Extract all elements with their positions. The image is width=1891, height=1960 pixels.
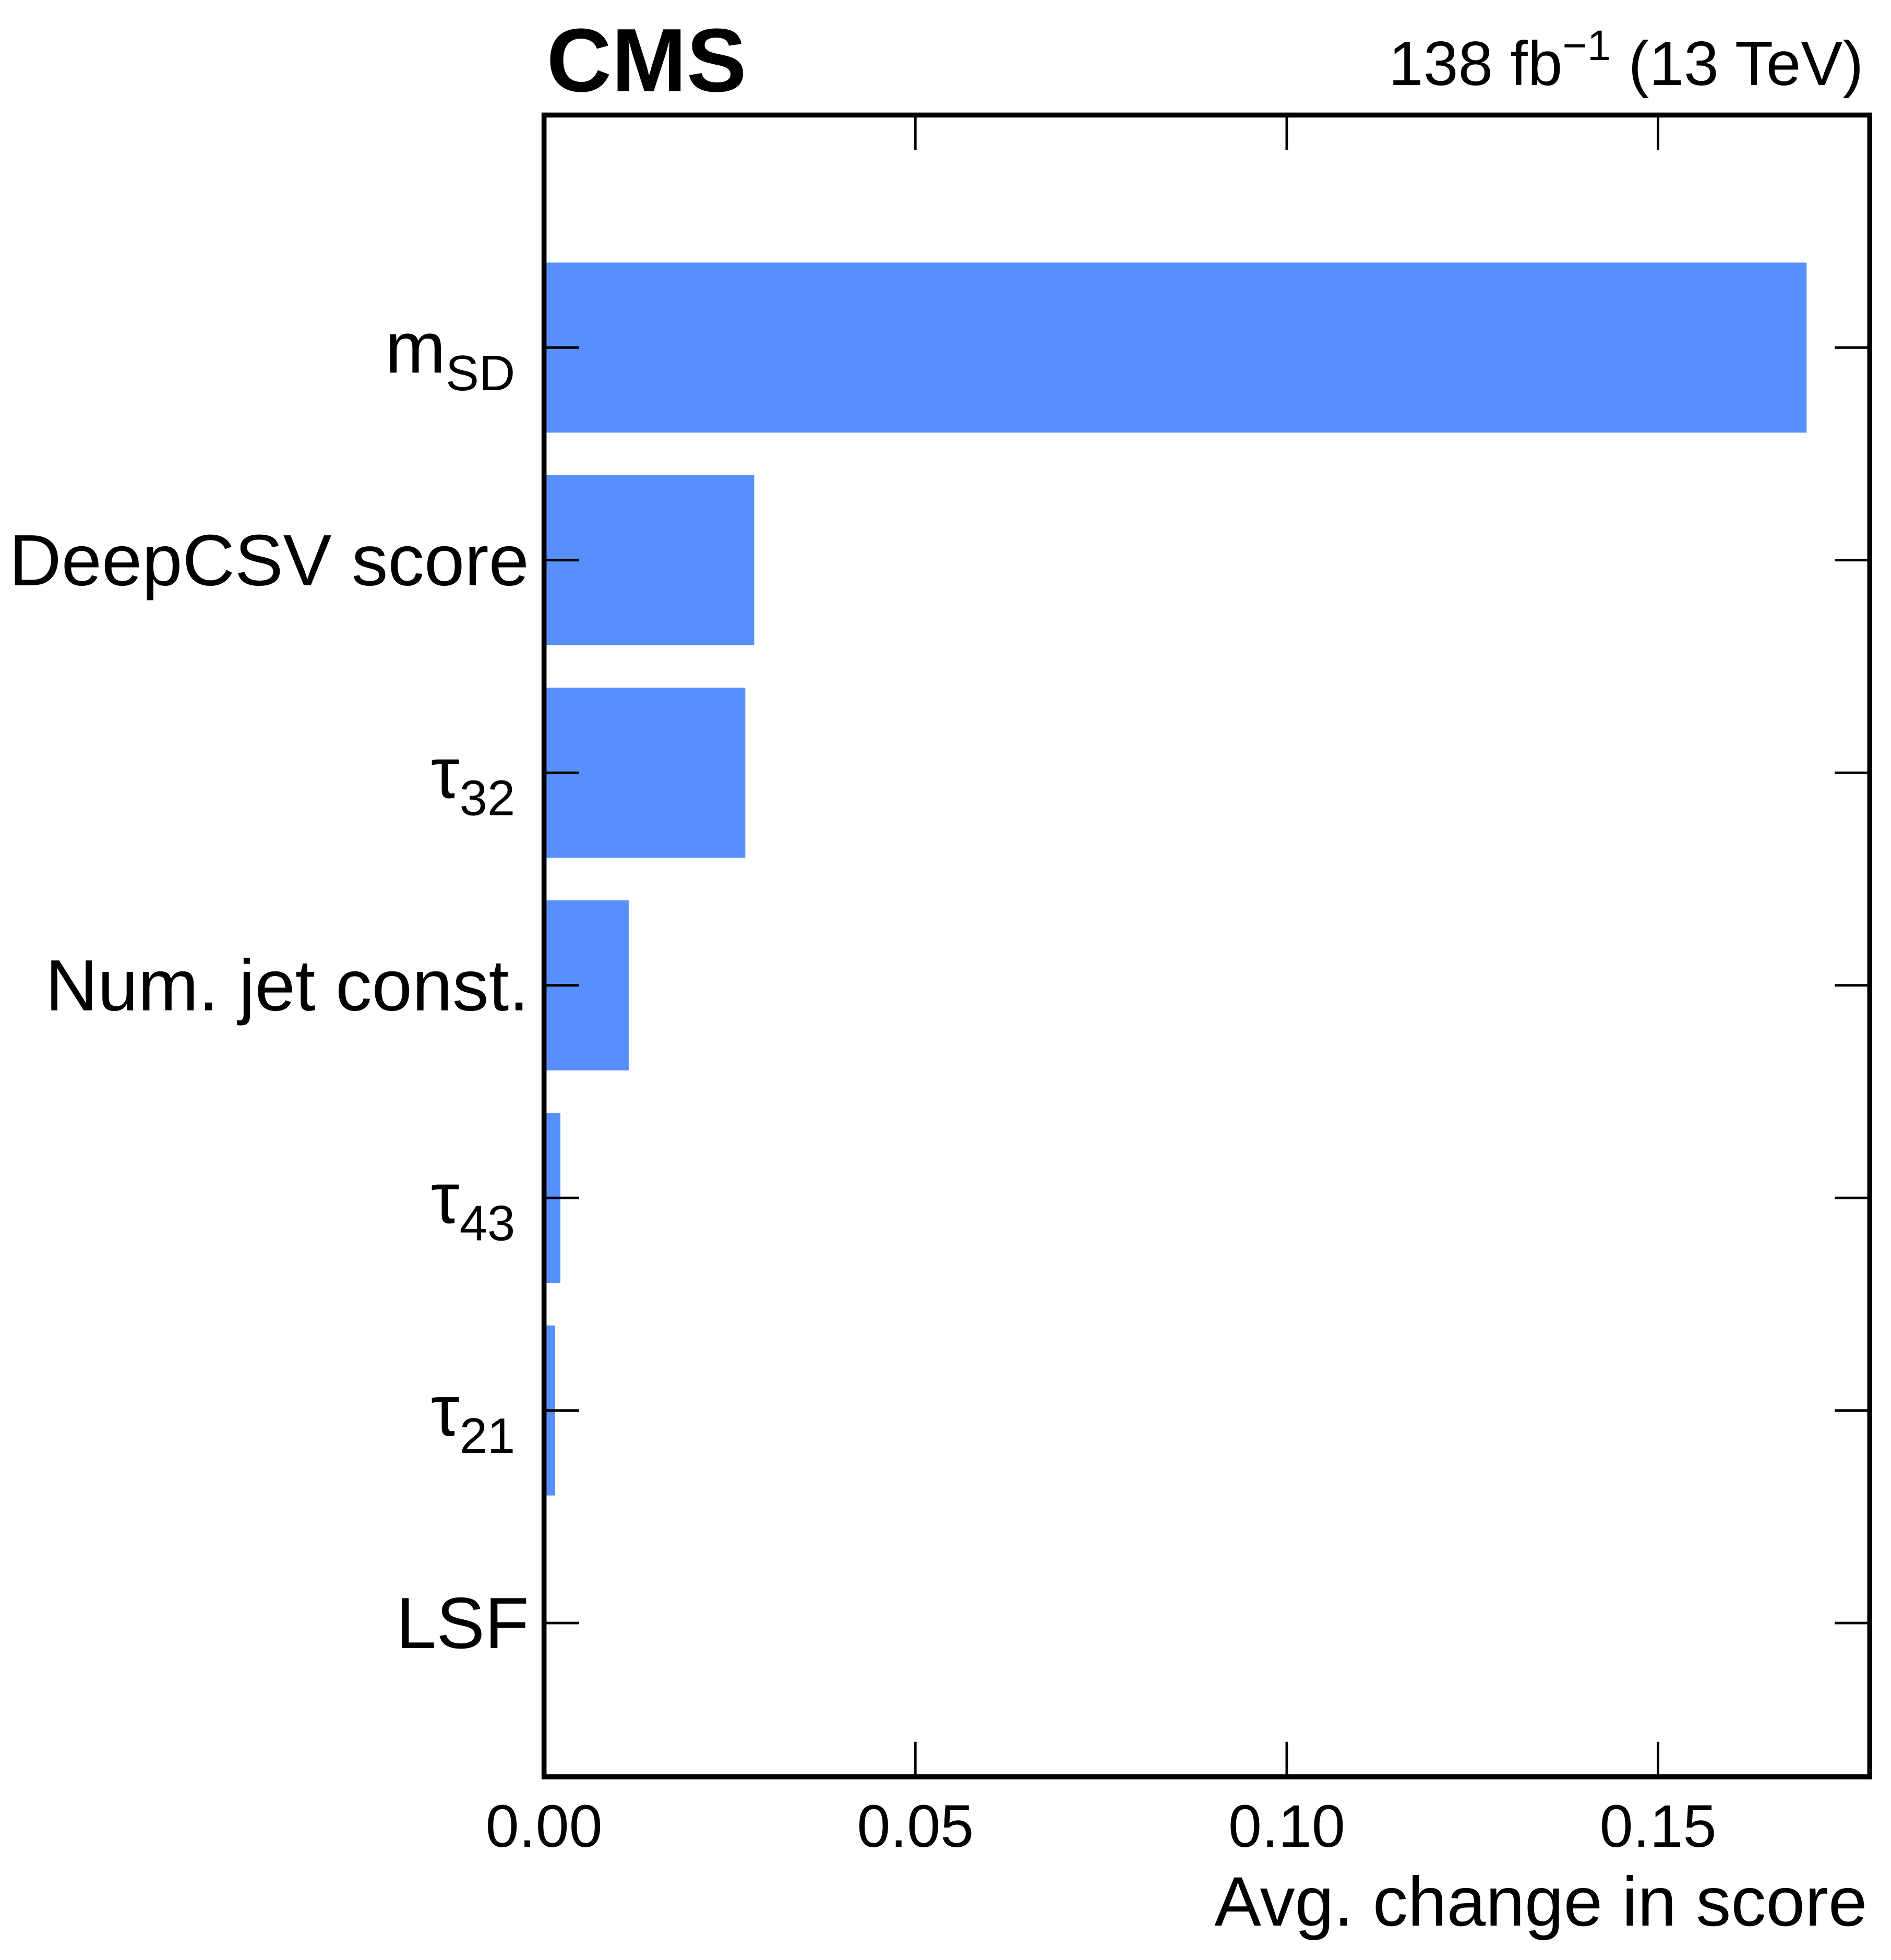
lumi-exponent: −1 [1562, 22, 1611, 69]
y-tick-label: LSF [396, 1583, 529, 1664]
category-name: τ [431, 1158, 460, 1238]
y-tick-label: τ21 [431, 1370, 529, 1464]
category-name: τ [431, 1370, 460, 1451]
y-tick-label: mSD [385, 307, 529, 401]
experiment-label: CMS [546, 10, 746, 111]
subscript-gap [515, 771, 529, 826]
x-tick-label: 0.05 [857, 1793, 974, 1860]
x-tick-label: 0.10 [1228, 1793, 1345, 1860]
category-name: LSF [396, 1583, 529, 1664]
y-tick-label: τ43 [431, 1158, 529, 1252]
lumi: 138 fb [1389, 29, 1562, 99]
subscript-gap [515, 1408, 529, 1464]
category-subscript: SD [446, 345, 515, 401]
lumi-label: 138 fb−1 (13 TeV) [1389, 22, 1863, 99]
plot-frame [541, 112, 1873, 1779]
x-axis-label: Avg. change in score [1214, 1862, 1867, 1941]
subscript-gap [515, 345, 529, 401]
bar [544, 475, 755, 645]
y-tick-label: Num. jet const. [45, 945, 529, 1026]
x-tick-label: 0.15 [1600, 1793, 1717, 1860]
bar [544, 262, 1807, 433]
category-subscript: 32 [460, 771, 516, 826]
subscript-gap [515, 1196, 529, 1252]
category-name: m [385, 307, 446, 388]
y-tick-label: DeepCSV score [9, 520, 529, 601]
category-subscript: 21 [460, 1408, 516, 1464]
x-tick-label: 0.00 [486, 1793, 603, 1860]
category-subscript: 43 [460, 1196, 516, 1252]
category-name: Num. jet const. [45, 945, 529, 1026]
energy: (13 TeV) [1611, 29, 1863, 99]
category-name: DeepCSV score [9, 520, 529, 601]
category-name: τ [431, 732, 460, 813]
y-tick-label: τ32 [431, 732, 529, 826]
